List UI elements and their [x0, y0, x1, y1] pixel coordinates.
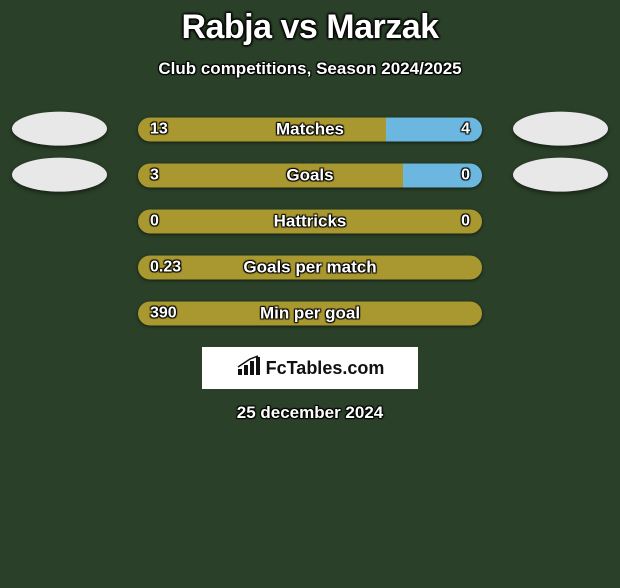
stat-row: Hattricks00: [0, 199, 620, 245]
stat-bar-left: [138, 210, 482, 234]
stat-bar: Goals30: [138, 164, 482, 188]
stat-row: Goals per match0.23: [0, 245, 620, 291]
brand-box: FcTables.com: [202, 347, 418, 389]
player-badge-right: [513, 112, 608, 146]
brand-text: FcTables.com: [266, 358, 385, 379]
stat-bar-left: [138, 164, 403, 188]
stat-bar: Goals per match0.23: [138, 256, 482, 280]
brand-icon: [236, 355, 262, 382]
stat-bar-left: [138, 302, 482, 326]
stat-row: Goals30: [0, 153, 620, 199]
player-badge-left: [12, 158, 107, 192]
stats-rows: Matches134 Goals30 Hattricks00 Goals per ma…: [0, 107, 620, 337]
stat-bar-left: [138, 118, 386, 142]
stat-bar-left: [138, 256, 482, 280]
subtitle: Club competitions, Season 2024/2025: [0, 59, 620, 79]
stat-bar: Min per goal390: [138, 302, 482, 326]
stat-row: Matches134: [0, 107, 620, 153]
stat-bar-right: [403, 164, 482, 188]
date-text: 25 december 2024: [0, 403, 620, 423]
player-badge-right: [513, 158, 608, 192]
stat-bar: Hattricks00: [138, 210, 482, 234]
stat-bar-right: [386, 118, 482, 142]
stat-bar: Matches134: [138, 118, 482, 142]
stat-row: Min per goal390: [0, 291, 620, 337]
player-badge-left: [12, 112, 107, 146]
page-title: Rabja vs Marzak: [0, 8, 620, 47]
